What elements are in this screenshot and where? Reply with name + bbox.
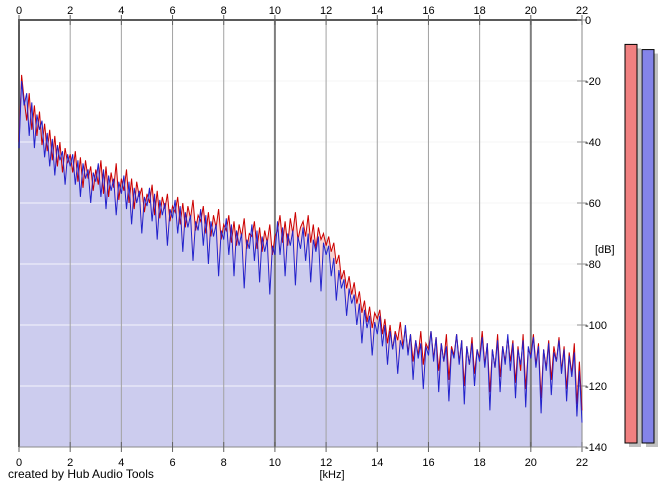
x-axis-tick-label-top: 16 <box>422 5 434 17</box>
x-axis-tick-label-bottom: 20 <box>525 457 537 469</box>
x-axis-tick-label-bottom: 8 <box>221 457 227 469</box>
x-axis-tick-label-top: 22 <box>576 5 588 17</box>
x-axis-tick-label-bottom: 22 <box>576 457 588 469</box>
x-axis-tick-label-top: 20 <box>525 5 537 17</box>
x-axis-tick-label-bottom: 6 <box>169 457 175 469</box>
right-channel-trace <box>18 80 583 423</box>
y-axis-tick-label: 0 <box>585 15 591 27</box>
y-axis-unit-label: [dB] <box>595 244 615 256</box>
x-axis-tick-label-bottom: 0 <box>16 457 22 469</box>
y-axis-tick-label: -60 <box>585 198 601 210</box>
x-axis-tick-label-top: 14 <box>371 5 383 17</box>
y-axis-tick-label: -20 <box>585 76 601 88</box>
y-axis-tick-label: -100 <box>585 320 607 332</box>
left-meter-bar <box>624 43 638 444</box>
x-axis-unit-label: [kHz] <box>319 469 345 481</box>
x-axis-tick-label-top: 8 <box>221 5 227 17</box>
x-axis-tick-label-bottom: 12 <box>320 457 332 469</box>
x-axis-tick-label-bottom: 14 <box>371 457 383 469</box>
x-axis-tick-label-top: 6 <box>169 5 175 17</box>
y-axis-tick-label: -140 <box>585 442 607 454</box>
credit-text: created by Hub Audio Tools <box>8 467 154 481</box>
x-axis-tick-label-top: 10 <box>269 5 281 17</box>
x-axis-tick-label-bottom: 4 <box>118 457 124 469</box>
x-axis-tick-label-top: 2 <box>67 5 73 17</box>
y-axis-tick-label: -120 <box>585 381 607 393</box>
x-axis-tick-label-bottom: 10 <box>269 457 281 469</box>
right-meter-bar <box>641 49 655 444</box>
x-axis-tick-label-top: 12 <box>320 5 332 17</box>
y-axis-tick-label: -80 <box>585 259 601 271</box>
x-axis-tick-label-top: 0 <box>16 5 22 17</box>
x-axis-tick-label-bottom: 16 <box>422 457 434 469</box>
x-axis-tick-label-top: 18 <box>474 5 486 17</box>
y-axis-tick-label: -40 <box>585 137 601 149</box>
x-axis-tick-label-bottom: 18 <box>474 457 486 469</box>
x-axis-tick-label-bottom: 2 <box>67 457 73 469</box>
x-axis-tick-label-top: 4 <box>118 5 124 17</box>
